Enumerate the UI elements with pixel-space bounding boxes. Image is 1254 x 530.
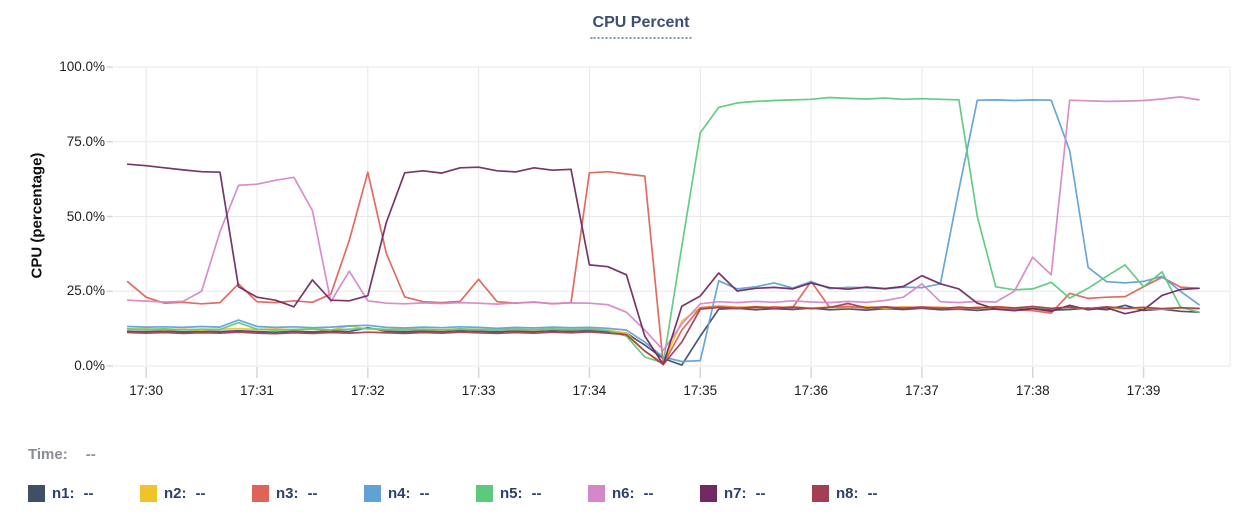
legend-label-n4: n4: [388,485,411,502]
chart-plot-area[interactable] [0,0,1254,420]
legend-item-n5[interactable]: n5: -- [476,485,588,502]
legend-value-n5: -- [531,485,542,502]
legend-label-n1: n1: [52,485,75,502]
x-tick-label: 17:36 [794,383,828,398]
legend-label-n3: n3: [276,485,299,502]
y-tick-label: 0.0% [74,358,105,373]
legend-value-n6: -- [643,485,654,502]
x-tick-label: 17:30 [129,383,164,398]
chart-title[interactable]: CPU Percent [590,14,692,39]
legend-label-n2: n2: [164,485,187,502]
series-line-n4[interactable] [126,99,1200,363]
x-tick-label: 17:37 [905,383,939,398]
x-tick-label: 17:31 [240,383,274,398]
series-line-n7[interactable] [126,163,1200,366]
legend-label-n7: n7: [724,485,747,502]
y-tick-label: 75.0% [66,133,105,149]
series-line-n8[interactable] [126,302,1200,366]
y-tick-label: 100.0% [59,59,105,74]
legend-value-n3: -- [307,485,318,502]
x-tick-label: 17:34 [572,383,607,398]
chart-legend: n1: -- n2: -- n3: -- n4: -- n5: -- n6: -- n7: -- n8: -- [28,485,924,502]
x-tick-label: 17:38 [1015,383,1050,398]
legend-swatch-n8 [812,485,829,502]
legend-item-n3[interactable]: n3: -- [252,485,364,502]
legend-swatch-n6 [588,485,605,502]
legend-item-n4[interactable]: n4: -- [364,485,476,502]
legend-value-n1: -- [83,485,94,502]
legend-item-n8[interactable]: n8: -- [812,485,924,502]
legend-item-n6[interactable]: n6: -- [588,485,700,502]
legend-swatch-n3 [252,485,269,502]
legend-value-n7: -- [755,485,766,502]
legend-value-n2: -- [195,485,206,502]
y-tick-label: 25.0% [66,283,105,299]
legend-value-n4: -- [419,485,430,502]
series-line-n2[interactable] [126,304,1200,364]
x-tick-label: 17:39 [1126,383,1161,398]
legend-label-n8: n8: [836,485,859,502]
x-tick-label: 17:33 [461,383,496,398]
legend-swatch-n7 [700,485,717,502]
legend-swatch-n4 [364,485,381,502]
series-line-n5[interactable] [126,96,1200,364]
legend-label-n6: n6: [612,485,635,502]
legend-item-n2[interactable]: n2: -- [140,485,252,502]
legend-swatch-n2 [140,485,157,502]
legend-item-n7[interactable]: n7: -- [700,485,812,502]
legend-item-n1[interactable]: n1: -- [28,485,140,502]
series-line-n6[interactable] [126,96,1200,352]
y-tick-label: 50.0% [66,208,105,224]
legend-swatch-n5 [476,485,493,502]
x-tick-label: 17:32 [350,383,385,398]
cpu-percent-chart: CPU Percent CPU (percentage) 0.0% 25.0% 50… [0,0,1254,420]
legend-swatch-n1 [28,485,45,502]
time-label: Time: [28,446,68,463]
hover-time-row: Time: -- [28,446,96,463]
series-line-n3[interactable] [126,170,1200,366]
legend-value-n8: -- [867,485,878,502]
time-value: -- [85,446,96,463]
legend-label-n5: n5: [500,485,523,502]
x-tick-label: 17:35 [683,383,718,398]
